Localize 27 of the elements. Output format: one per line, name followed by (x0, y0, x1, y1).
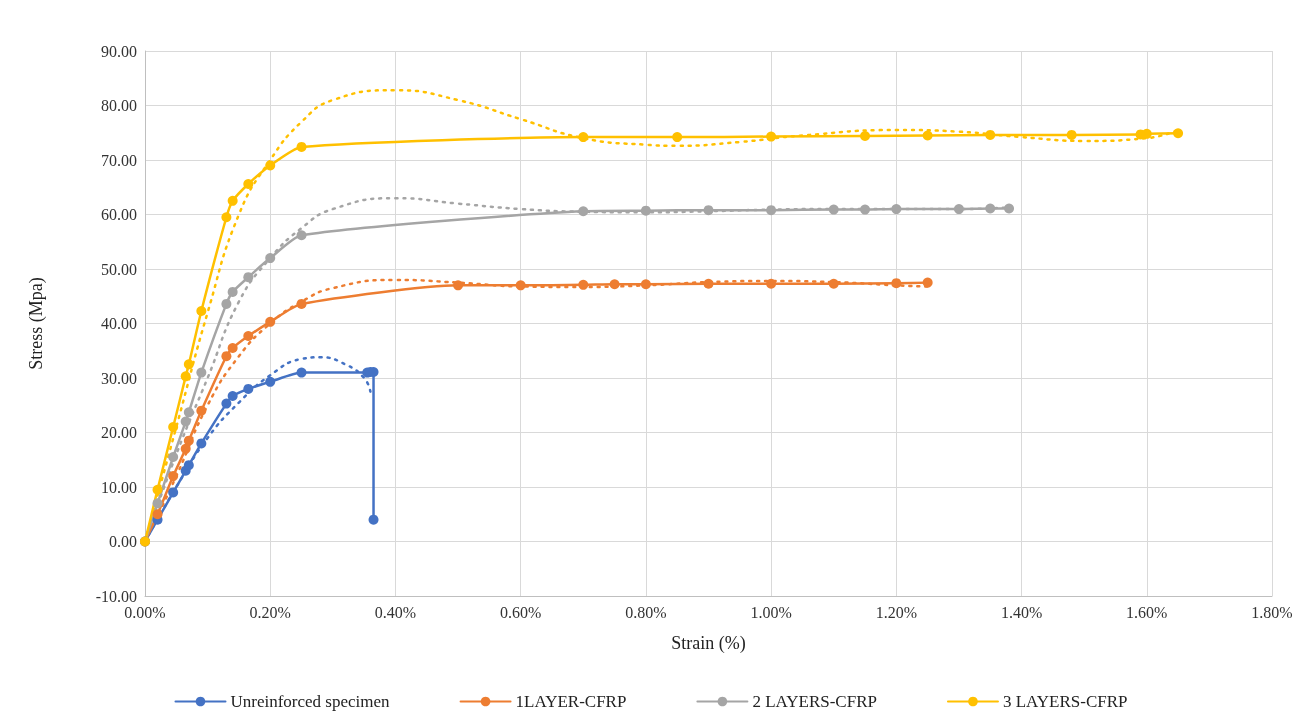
x-tick-label: 1.00% (750, 603, 792, 621)
x-tick-label: 1.60% (1126, 603, 1168, 621)
x-tick-label: 1.80% (1251, 603, 1293, 621)
y-tick-label: 30.00 (101, 369, 137, 387)
legend-label: 2 LAYERS-CFRP (752, 692, 877, 711)
legend-label: 3 LAYERS-CFRP (1002, 692, 1128, 711)
y-tick-label: 20.00 (101, 424, 137, 441)
y-tick-label: 0.00 (109, 533, 137, 550)
x-tick-label: 0.00% (124, 603, 166, 621)
y-tick-label: -10.00 (95, 587, 137, 605)
y-tick-label: 80.00 (101, 97, 137, 114)
x-tick-label: 1.40% (1000, 603, 1043, 621)
y-tick-label: 70.00 (101, 151, 137, 169)
x-axis-title: Strain (%) (671, 633, 746, 654)
y-tick-label: 10.00 (101, 478, 137, 496)
y-tick-label: 90.00 (101, 42, 137, 60)
y-tick-label: 60.00 (101, 206, 137, 223)
x-tick-label: 0.20% (249, 603, 291, 621)
x-tick-label: 0.60% (500, 603, 542, 621)
y-axis-title: Stress (Mpa) (26, 277, 47, 370)
x-tick-label: 0.80% (625, 603, 667, 621)
y-tick-label: 40.00 (101, 315, 137, 332)
y-tick-label: 50.00 (101, 260, 137, 278)
legend-label: Unreinforced specimen (230, 692, 391, 711)
legend-label: 1LAYER-CFRP (515, 692, 627, 711)
x-tick-label: 0.40% (374, 603, 417, 621)
x-tick-label: 1.20% (875, 603, 917, 621)
